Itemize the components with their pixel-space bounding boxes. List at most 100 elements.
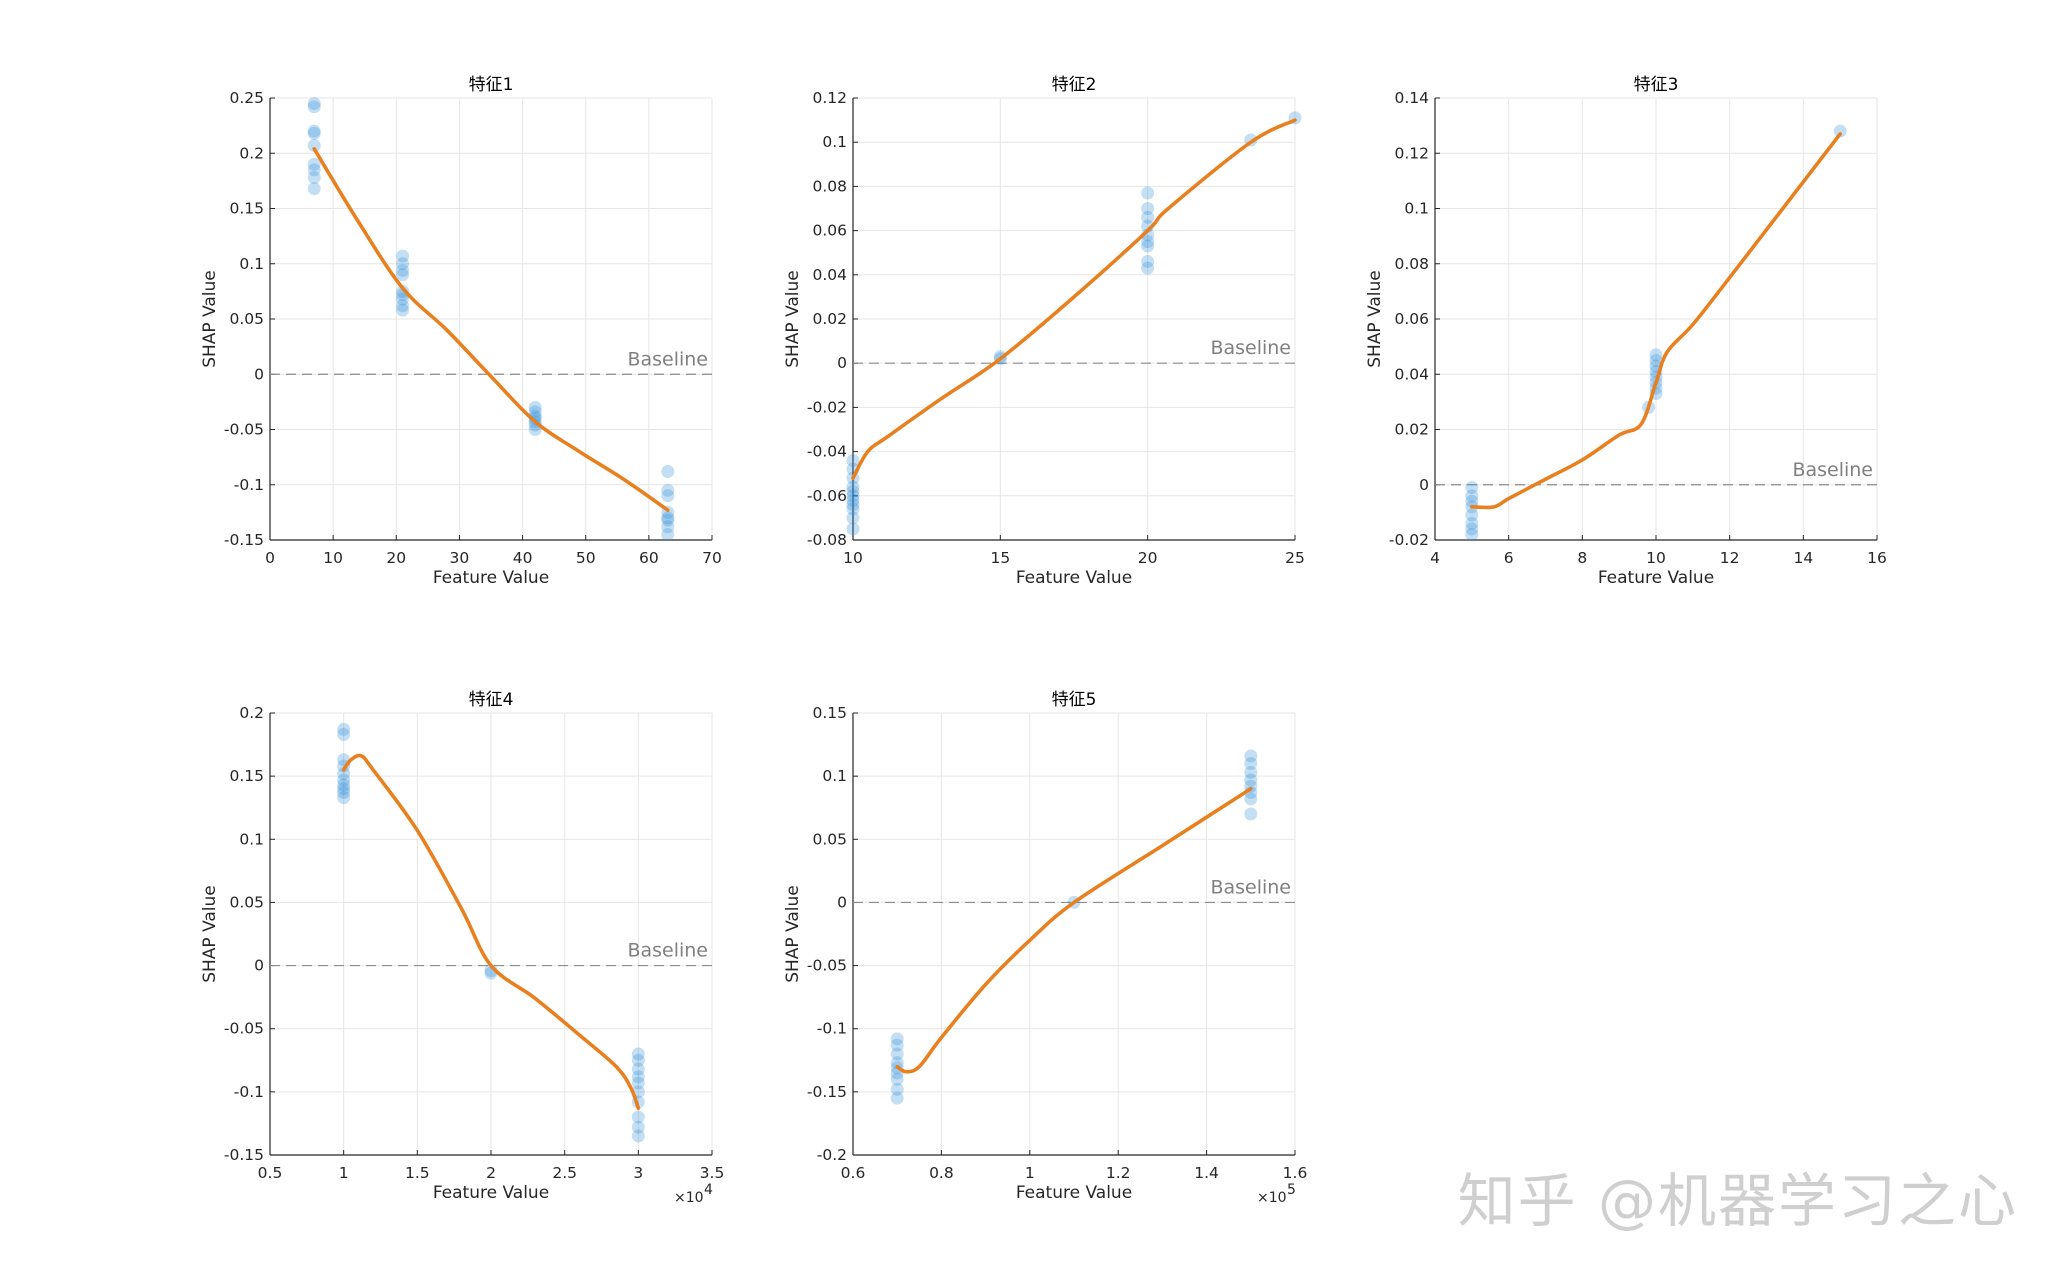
y-tick-label: 0.04 — [1394, 365, 1429, 383]
y-tick-label: 0.2 — [239, 704, 264, 722]
y-tick-label: 0.2 — [239, 144, 264, 162]
y-tick-label: 0.04 — [812, 266, 847, 284]
data-point — [661, 513, 675, 527]
y-tick-label: -0.04 — [807, 443, 847, 461]
y-tick-label: 0.02 — [1394, 421, 1429, 439]
subplot-title: 特征1 — [469, 75, 514, 95]
y-tick-label: 0.1 — [822, 133, 847, 151]
y-tick-label: 0 — [254, 957, 264, 975]
data-point — [396, 284, 410, 298]
data-point — [890, 1072, 904, 1086]
y-tick-label: -0.2 — [817, 1146, 847, 1164]
x-axis-label: Feature Value — [1016, 568, 1132, 588]
data-point — [337, 778, 351, 792]
y-tick-label: 0.1 — [239, 255, 264, 273]
y-tick-label: -0.1 — [817, 1020, 847, 1038]
plot-area — [853, 713, 1295, 1155]
y-tick-label: -0.15 — [224, 1146, 264, 1164]
data-point — [337, 722, 351, 736]
data-point — [661, 483, 675, 497]
data-point — [337, 773, 351, 787]
data-point — [528, 418, 542, 432]
subplot-title: 特征2 — [1052, 75, 1097, 95]
y-tick-label: 0.25 — [229, 89, 264, 107]
fit-curve — [341, 753, 641, 1111]
data-point — [1244, 773, 1258, 787]
data-point — [1141, 202, 1155, 215]
y-tick-label: -0.1 — [234, 476, 264, 494]
data-point — [1649, 353, 1663, 367]
x-tick-label: 4 — [1430, 549, 1440, 567]
data-point — [890, 1032, 904, 1046]
x-tick-label: 0.5 — [258, 1164, 283, 1182]
data-point — [1244, 749, 1258, 763]
y-tick-label: 0.06 — [812, 222, 847, 240]
x-tick-label: 1.5 — [405, 1164, 430, 1182]
data-point — [1244, 792, 1258, 806]
x-tick-label: 8 — [1577, 549, 1587, 567]
y-tick-label: -0.05 — [807, 957, 847, 975]
y-tick-label: 0.05 — [812, 830, 847, 848]
x-tick-label: 1.2 — [1106, 1164, 1131, 1182]
y-tick-label: -0.05 — [224, 1020, 264, 1038]
data-point — [846, 511, 860, 525]
data-point — [661, 520, 675, 534]
subplot-title: 特征4 — [469, 690, 514, 710]
x-tick-label: 0.8 — [929, 1164, 954, 1182]
data-point — [890, 1038, 904, 1052]
x-tick-label: 30 — [450, 549, 470, 567]
data-point — [396, 303, 410, 317]
x-tick-label: 0 — [265, 549, 275, 567]
data-point — [307, 171, 321, 185]
data-point — [337, 786, 351, 800]
data-point — [528, 411, 542, 425]
data-point — [846, 480, 860, 494]
data-point — [846, 498, 860, 512]
subplot-3: 4 6 8 10 12 14 16 -0.02 0 0.02 0.04 0.06 0.08 0.1 0.12… — [1365, 75, 1887, 588]
x-tick-label: 10 — [1646, 549, 1666, 567]
y-tick-label: -0.02 — [1389, 531, 1429, 549]
data-point — [661, 489, 675, 503]
data-point — [528, 400, 542, 414]
y-tick-label: -0.1 — [234, 1083, 264, 1101]
y-tick-label: 0 — [1419, 476, 1429, 494]
data-point — [1244, 807, 1258, 821]
data-point — [846, 484, 860, 498]
y-tick-label: 0.1 — [239, 830, 264, 848]
x-tick-label: 6 — [1504, 549, 1514, 567]
x-exponent-power: 5 — [1287, 1182, 1296, 1198]
y-tick-label: 0.12 — [812, 89, 847, 107]
y-tick-label: 0.1 — [822, 767, 847, 785]
data-point — [631, 1047, 645, 1061]
x-tick-label: 40 — [513, 549, 533, 567]
x-tick-label: 10 — [843, 549, 863, 567]
data-point — [307, 100, 321, 114]
fit-curve — [312, 147, 670, 512]
x-tick-label: 3.5 — [700, 1164, 725, 1182]
data-point — [1141, 261, 1155, 275]
data-point — [1465, 494, 1479, 508]
data-point — [396, 292, 410, 306]
data-point — [337, 782, 351, 796]
data-point — [337, 727, 351, 741]
x-tick-label: 60 — [639, 549, 659, 567]
data-point — [396, 299, 410, 313]
x-tick-label: 1 — [339, 1164, 349, 1182]
data-point — [631, 1120, 645, 1134]
data-point — [846, 489, 860, 503]
y-tick-label: 0.15 — [229, 200, 264, 218]
data-point — [890, 1047, 904, 1061]
data-point — [631, 1053, 645, 1067]
fit-curve — [1470, 132, 1842, 510]
data-point — [661, 511, 675, 525]
data-point — [307, 126, 321, 140]
y-tick-label: 0.1 — [1404, 200, 1429, 218]
baseline-label: Baseline — [627, 940, 708, 962]
x-exponent-label: ×10 — [1257, 1190, 1287, 1206]
y-tick-label: 0.05 — [229, 893, 264, 911]
x-tick-label: 2.5 — [552, 1164, 577, 1182]
x-tick-label: 1.4 — [1194, 1164, 1219, 1182]
x-tick-label: 12 — [1720, 549, 1740, 567]
y-tick-label: -0.05 — [224, 421, 264, 439]
